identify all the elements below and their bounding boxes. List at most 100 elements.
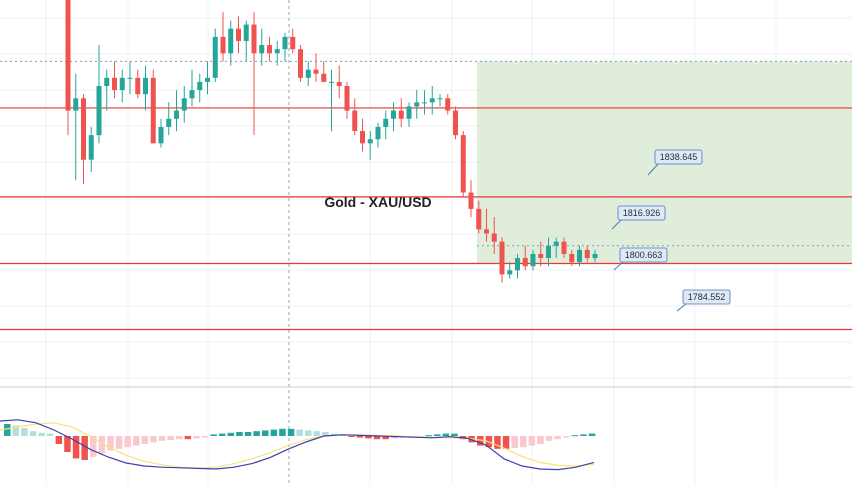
macd-hist-bar-37 (322, 432, 329, 436)
macd-hist-bar-26 (227, 432, 235, 436)
candle-28 (282, 32, 288, 62)
candle-body-35 (336, 81, 342, 87)
macd-hist-bar-42 (365, 436, 372, 439)
candle-body-59 (522, 258, 528, 267)
candle-body-57 (507, 270, 513, 275)
candle-62 (546, 237, 551, 267)
level-1838-label-box (654, 149, 703, 165)
macd-hist-bar-4 (38, 432, 45, 436)
macd-signal-line (0, 422, 595, 470)
macd-hist-bar-21 (184, 436, 192, 440)
macd-hist-bar-44 (382, 436, 389, 440)
macd-hist-bar-64 (554, 436, 561, 440)
candle-body-36 (344, 86, 350, 111)
candle-1 (73, 73, 79, 181)
candle-body-26 (267, 45, 272, 54)
candle-body-5 (104, 77, 110, 87)
candle-body-33 (321, 73, 327, 82)
candle-42 (391, 102, 396, 132)
candle-50 (453, 106, 458, 140)
candle-body-67 (584, 249, 590, 259)
candle-body-10 (143, 77, 148, 95)
candle-body-61 (538, 253, 544, 259)
candle-body-39 (367, 139, 373, 144)
candle-body-22 (236, 28, 241, 41)
level-1816-label-box (617, 205, 666, 221)
candle-body-60 (530, 253, 536, 267)
candle-46 (422, 90, 427, 115)
level-1838-label: 1838.645 (647, 149, 703, 176)
candle-body-0 (65, 0, 71, 111)
macd-hist-bar-0 (4, 424, 11, 436)
candle-45 (414, 90, 420, 119)
candle-12 (158, 118, 164, 148)
level-layer (0, 107, 852, 331)
candle-65 (569, 249, 575, 267)
candle-24 (251, 12, 257, 136)
candle-4 (96, 45, 102, 144)
candle-body-23 (243, 24, 249, 41)
candle-body-24 (251, 24, 257, 54)
candle-body-51 (460, 135, 466, 193)
candle-body-49 (445, 98, 451, 111)
macd-hist-bar-32 (279, 428, 286, 436)
level-1784-label-box (682, 289, 731, 305)
macd-hist-bar-14 (124, 436, 131, 448)
candle-53 (476, 200, 482, 234)
candle-58 (515, 253, 520, 279)
candle-18 (205, 61, 210, 95)
candle-body-68 (592, 253, 598, 259)
candle-body-64 (561, 241, 567, 254)
candle-body-17 (197, 81, 203, 91)
macd-hist-bar-33 (287, 428, 295, 436)
candle-63 (553, 237, 559, 259)
level-1816-callout (611, 218, 623, 230)
candle-57 (507, 262, 513, 279)
candle-body-53 (476, 208, 482, 230)
candle-body-2 (81, 98, 86, 160)
candle-body-9 (135, 77, 141, 95)
candle-66 (577, 245, 582, 267)
macd-hist-bar-11 (98, 436, 106, 454)
label-layer: 1838.645 1816.926 1800.663 1784.552 (611, 149, 731, 312)
macd-hist-bar-13 (115, 436, 123, 449)
candle-3 (88, 126, 94, 173)
candle-49 (445, 94, 451, 115)
candle-64 (561, 237, 567, 259)
macd-hist-bar-67 (580, 434, 587, 436)
candle-48 (437, 94, 443, 107)
macd-hist-bar-27 (236, 432, 243, 436)
candle-40 (375, 122, 381, 148)
macd-hist-bar-28 (244, 432, 252, 436)
macd-hist-bar-3 (29, 431, 37, 436)
candle-23 (243, 20, 249, 62)
candle-body-54 (484, 229, 489, 234)
candle-body-1 (73, 98, 79, 111)
candle-body-21 (228, 28, 234, 54)
macd-hist-bar-36 (313, 431, 321, 436)
candle-body-29 (290, 36, 296, 50)
macd-hist-bar-50 (434, 434, 441, 436)
candle-15 (181, 86, 187, 123)
candle-body-13 (166, 118, 172, 127)
macd-hist-bar-16 (141, 436, 149, 444)
candle-27 (274, 40, 280, 66)
candle-body-20 (220, 36, 226, 54)
macd-hist-bar-30 (262, 430, 269, 436)
candle-8 (127, 61, 133, 95)
macd-hist-bar-25 (219, 433, 226, 436)
macd-hist-bar-18 (158, 436, 166, 441)
level-1800-callout (613, 260, 625, 271)
macd-hist-bar-10 (90, 436, 97, 457)
macd-hist-bar-61 (528, 436, 536, 446)
macd-hist-bar-24 (210, 434, 217, 436)
candle-body-66 (577, 249, 582, 263)
candle-body-32 (313, 69, 319, 74)
macd-hist-bar-23 (201, 436, 209, 438)
candle-19 (212, 28, 218, 82)
level-1784-label-text: 1784.552 (688, 292, 726, 302)
candle-16 (189, 69, 195, 107)
candle-32 (313, 53, 319, 82)
macd-hist-bar-19 (167, 436, 174, 440)
candle-7 (119, 69, 125, 103)
